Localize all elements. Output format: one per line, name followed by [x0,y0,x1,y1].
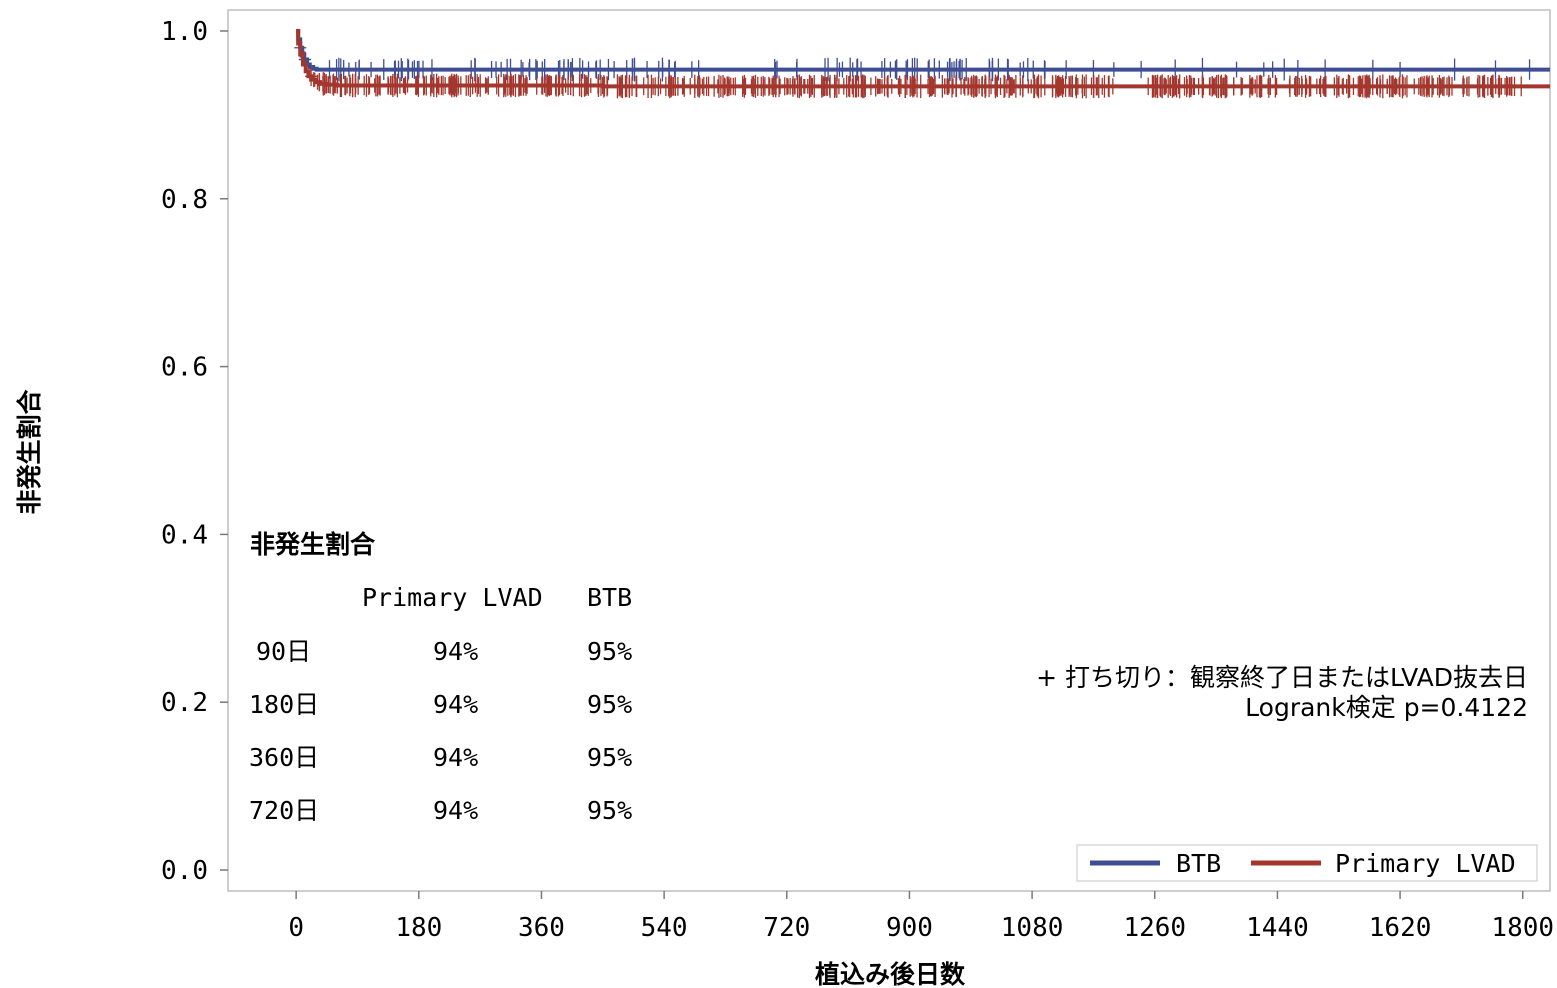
inset-row-label: 360日 [249,743,319,772]
series-line-btb [296,28,1550,72]
x-tick-label: 720 [763,913,810,943]
x-tick-label: 1080 [1001,913,1064,943]
inset-row-btb: 95% [587,743,632,772]
censor-marks-btb [294,37,1531,82]
legend-label-btb: BTB [1176,849,1221,878]
y-tick-label: 0.8 [161,185,208,215]
y-tick-label: 1.0 [161,17,208,47]
x-tick-label: 1260 [1123,913,1186,943]
x-tick-label: 360 [518,913,565,943]
plot-frame [227,9,1551,892]
inset-row-btb: 95% [587,637,632,666]
x-axis: 0 180 360 540 720 900 1080 1260 1440 1620 1800 [288,891,1554,943]
y-tick-label: 0.4 [161,520,208,550]
inset-row-label: 180日 [249,690,319,719]
inset-header-primary: Primary LVAD [362,583,543,612]
series-line-primary-lvad [296,28,1550,89]
inset-row-btb: 95% [587,690,632,719]
x-tick-label: 180 [395,913,442,943]
inset-row-label: 90日 [256,637,311,666]
inset-row-primary: 94% [433,637,478,666]
inset-table-title: 非発生割合 [250,530,376,559]
inset-header-btb: BTB [587,583,632,612]
legend: BTB Primary LVAD [1076,844,1538,882]
x-tick-label: 1440 [1246,913,1309,943]
inset-row-primary: 94% [433,690,478,719]
x-tick-label: 1620 [1369,913,1432,943]
x-tick-label: 1800 [1491,913,1554,943]
y-tick-label: 0.6 [161,353,208,383]
censor-note: + 打ち切り：観察終了日またはLVAD抜去日 [1036,663,1528,692]
logrank-note: Logrank検定 p=0.4122 [1245,693,1528,722]
inset-row-primary: 94% [433,796,478,825]
series-layer [294,28,1550,99]
y-tick-label: 0.2 [161,688,208,718]
inset-row-btb: 95% [587,796,632,825]
y-axis-title: 非発生割合 [15,389,44,515]
y-tick-label: 0.0 [161,856,208,886]
x-axis-title: 植込み後日数 [815,960,966,988]
legend-label-primary-lvad: Primary LVAD [1335,849,1516,878]
censor-marks-primary-lvad [305,66,1522,99]
inset-table: 非発生割合 Primary LVAD BTB 90日 94% 95% 180日 … [249,530,632,825]
x-tick-label: 900 [886,913,933,943]
inset-row-label: 720日 [249,796,319,825]
x-tick-label: 0 [288,913,304,943]
y-axis: 0.0 0.2 0.4 0.6 0.8 1.0 [161,17,228,886]
inset-row-primary: 94% [433,743,478,772]
x-tick-label: 540 [641,913,688,943]
